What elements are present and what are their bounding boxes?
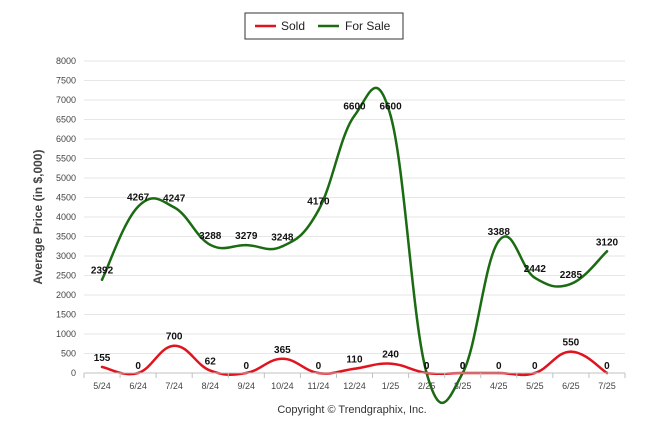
legend-sold-label: Sold: [281, 19, 305, 33]
series-layer: [100, 86, 609, 405]
sold-point: [281, 357, 284, 360]
sold-point: [569, 350, 573, 353]
y-tick-label: 1000: [56, 329, 76, 339]
y-tick-label: 5000: [56, 173, 76, 183]
sold-data-label: 700: [166, 332, 183, 343]
sold-data-label: 0: [316, 361, 322, 372]
for-sale-point: [353, 114, 356, 117]
sold-data-label: 0: [135, 361, 141, 372]
sold-data-label: 0: [460, 361, 466, 372]
x-tick-label: 6/24: [129, 381, 147, 391]
sold-data-label: 0: [424, 361, 430, 372]
for-sale-point: [389, 114, 392, 117]
for-sale-point: [281, 245, 284, 248]
sold-data-label: 0: [532, 361, 538, 372]
x-tick-label: 5/24: [93, 381, 111, 391]
x-tick-label: 12/24: [343, 381, 366, 391]
for-sale-data-label: 2392: [91, 266, 114, 277]
sold-point: [209, 369, 212, 372]
x-tick-label: 7/24: [165, 381, 183, 391]
copyright-footer: Copyright © Trendgraphix, Inc.: [277, 404, 426, 416]
for-sale-point: [209, 243, 212, 246]
for-sale-data-label: 6600: [343, 102, 366, 113]
y-tick-label: 6500: [56, 115, 76, 125]
sold-data-label: 155: [94, 353, 111, 364]
y-axis-title: Average Price (in $,000): [31, 150, 45, 285]
x-tick-label: 4/25: [490, 381, 508, 391]
x-tick-label: 9/24: [238, 381, 256, 391]
sold-data-label: 240: [382, 350, 399, 361]
y-tick-label: 8000: [56, 56, 76, 66]
sold-point: [353, 367, 356, 370]
sold-data-label: 365: [274, 345, 291, 356]
y-tick-label: 500: [61, 349, 76, 359]
x-tick-label: 2/25: [418, 381, 436, 391]
legend: Sold For Sale: [244, 12, 404, 40]
y-tick-label: 4000: [56, 212, 76, 222]
sold-data-label: 0: [604, 361, 610, 372]
sold-point: [172, 344, 176, 347]
for-sale-data-label: 2285: [560, 270, 583, 281]
for-sale-data-label: 6600: [379, 102, 402, 113]
sold-data-label: 110: [346, 355, 363, 366]
chart-grid: [84, 60, 625, 374]
y-tick-label: 1500: [56, 310, 76, 320]
sold-data-label: 0: [496, 361, 502, 372]
y-tick-label: 7500: [56, 76, 76, 86]
for-sale-point: [533, 276, 537, 279]
x-tick-label: 11/24: [308, 381, 330, 391]
x-tick-label: 3/25: [454, 381, 472, 391]
x-tick-label: 1/25: [382, 381, 400, 391]
y-tick-label: 3500: [56, 232, 76, 242]
for-sale-data-label: 2442: [524, 264, 547, 275]
y-tick-label: 5500: [56, 154, 76, 164]
chart-axes: 0 500 1000 1500 2000 2500 3000 3500 4000 4500 5000…: [56, 56, 626, 391]
for-sale-data-label: 0: [424, 361, 430, 372]
for-sale-point: [100, 278, 104, 281]
x-tick-label: 6/25: [562, 381, 580, 391]
for-sale-data-label: 3120: [596, 237, 619, 248]
for-sale-point: [497, 239, 500, 243]
for-sale-point: [136, 205, 140, 208]
sold-data-label: 62: [205, 357, 217, 368]
sold-data-label: 0: [244, 361, 250, 372]
for-sale-data-label: 3388: [488, 227, 511, 238]
for-sale-point: [317, 209, 320, 212]
legend-forsale-label: For Sale: [345, 19, 391, 33]
y-tick-label: 2000: [56, 290, 76, 300]
for-sale-data-label: 3288: [199, 231, 222, 242]
for-sale-point: [605, 250, 609, 253]
y-tick-label: 0: [71, 368, 76, 378]
for-sale-point: [172, 206, 176, 209]
data-labels: 155 0 700 62 0 365 0 110 240 0 0 0 0 550 0 2392 4267 4247…: [91, 102, 619, 372]
for-sale-data-label: 3279: [235, 231, 258, 242]
y-tick-label: 7000: [56, 95, 76, 105]
x-tick-label: 8/24: [201, 381, 219, 391]
for-sale-data-label: 3248: [271, 232, 294, 243]
y-tick-label: 6000: [56, 134, 76, 144]
sold-data-label: 550: [563, 338, 580, 349]
sold-point: [100, 365, 104, 369]
y-tick-label: 2500: [56, 271, 76, 281]
x-tick-label: 5/25: [526, 381, 544, 391]
y-tick-label: 4500: [56, 193, 76, 203]
y-tick-label: 3000: [56, 251, 76, 261]
for-sale-data-label: 4170: [307, 196, 330, 207]
for-sale-line: [100, 86, 609, 405]
x-tick-label: 10/24: [271, 381, 294, 391]
for-sale-point: [569, 282, 573, 286]
for-sale-data-label: 4267: [127, 193, 150, 204]
for-sale-data-label: 0: [460, 361, 466, 372]
sold-point: [389, 362, 392, 365]
x-tick-label: 7/25: [598, 381, 616, 391]
for-sale-data-label: 4247: [163, 193, 186, 204]
for-sale-point: [245, 243, 248, 247]
